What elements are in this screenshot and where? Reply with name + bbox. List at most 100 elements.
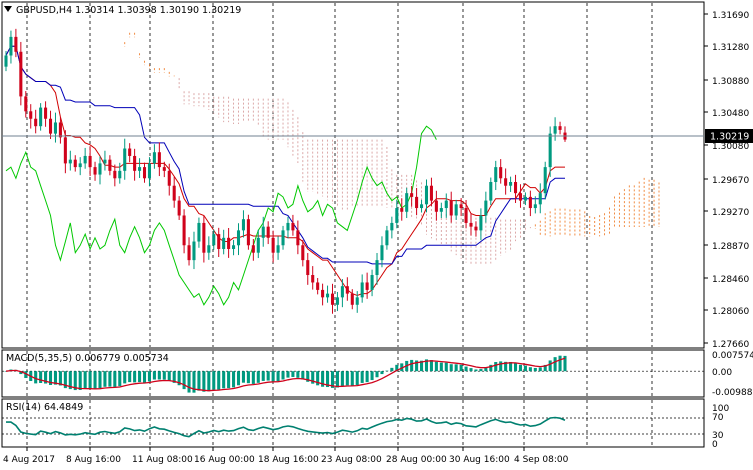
candle-body [479, 215, 483, 231]
candle-body [227, 237, 231, 249]
candle-body [177, 200, 181, 216]
macd-bar [499, 361, 503, 372]
candle-body [395, 208, 399, 223]
candle-body [113, 170, 117, 179]
dropdown-triangle-icon[interactable] [4, 6, 12, 12]
macd-bar [162, 371, 166, 380]
candle-body [152, 152, 156, 164]
candle-body [439, 208, 443, 212]
price-label: 1.30880 [712, 77, 749, 87]
macd-bar [147, 371, 151, 382]
macd-bar [19, 371, 23, 375]
candle-body [187, 245, 191, 261]
candle-body [415, 196, 419, 209]
candle-body [291, 222, 295, 231]
macd-bar [563, 355, 567, 372]
price-candles [4, 28, 567, 314]
candle-body [553, 126, 557, 134]
macd-bar [509, 361, 513, 372]
macd-bar [68, 371, 72, 390]
macd-axis-label: 0.00 [712, 368, 732, 378]
macd-bar [464, 366, 468, 372]
macd-bar [420, 360, 424, 372]
macd-bar [212, 371, 216, 390]
macd-bar [276, 371, 280, 382]
candle-body [434, 200, 438, 212]
price-label: 1.27660 [712, 340, 749, 350]
macd-bar [217, 371, 221, 390]
price-axis: 1.31690 1.31280 1.30880 1.30480 1.30080 1.296… [704, 11, 749, 350]
macd-bar [152, 371, 156, 380]
macd-bar [489, 364, 493, 372]
candle-body [370, 275, 374, 290]
candle-body [48, 118, 53, 134]
candle-body [286, 222, 290, 231]
candle-body [405, 193, 409, 212]
candle-body [138, 167, 142, 171]
candle-body [207, 245, 211, 253]
current-price-badge: 1.30219 [705, 129, 753, 143]
candle-body [321, 289, 325, 298]
candle-body [202, 222, 206, 253]
macd-bar [504, 361, 508, 372]
macd-bar [39, 371, 43, 384]
candle-body [251, 245, 255, 253]
tenkan-sen-line [5, 45, 565, 297]
macd-bar [454, 364, 458, 372]
macd-bar [321, 371, 325, 387]
rsi-plot-area[interactable] [1, 398, 705, 448]
macd-bar [513, 363, 518, 372]
price-label: 1.31280 [712, 43, 749, 53]
macd-bar [474, 369, 478, 372]
candle-body [222, 237, 226, 249]
macd-bar [365, 371, 369, 383]
price-label: 1.28870 [712, 242, 749, 252]
candle-body [19, 51, 23, 97]
candle-body [246, 219, 250, 246]
time-label: 23 Aug 08:00 [321, 455, 382, 465]
candle-body [326, 293, 330, 298]
candle-body [118, 170, 122, 179]
candle-body [513, 182, 518, 194]
macd-bar [484, 367, 488, 372]
macd-bar [439, 362, 443, 372]
macd-title: MACD(5,35,5) 0.006779 0.005734 [6, 353, 169, 364]
macd-bar [306, 371, 310, 382]
candle-body [34, 118, 38, 127]
candle-body [533, 204, 537, 209]
macd-bar [197, 371, 201, 391]
macd-bar [58, 371, 62, 386]
time-label: 8 Aug 16:00 [66, 455, 121, 465]
candle-body [276, 245, 280, 253]
macd-bar [113, 371, 117, 387]
macd-bar [523, 365, 527, 372]
macd-bar [528, 367, 532, 372]
candle-body [469, 222, 473, 227]
macd-bar [558, 355, 562, 372]
macd-bar [261, 371, 265, 381]
candle-body [464, 208, 468, 223]
candle-body [58, 122, 62, 138]
macd-bar [251, 371, 255, 384]
macd-bar [142, 371, 147, 383]
macd-bar [543, 364, 547, 372]
candle-body [162, 167, 166, 171]
candle-body [424, 185, 429, 205]
macd-bar [355, 371, 359, 385]
price-label: 1.31690 [712, 11, 749, 21]
candle-body [24, 96, 28, 112]
time-label: 11 Aug 08:00 [132, 455, 193, 465]
macd-bar [44, 371, 48, 384]
main-title: GBPUSD,H4 1.30314 1.30398 1.30190 1.3021… [16, 5, 241, 16]
macd-bar [286, 371, 290, 378]
candle-body [98, 163, 102, 175]
macd-bar [444, 362, 448, 372]
vertical-grid [26, 3, 653, 446]
candle-body [449, 200, 453, 216]
macd-bar [63, 371, 67, 389]
ichimoku-lines [5, 45, 565, 306]
time-label: 18 Aug 16:00 [258, 455, 319, 465]
candle-body [548, 133, 552, 168]
